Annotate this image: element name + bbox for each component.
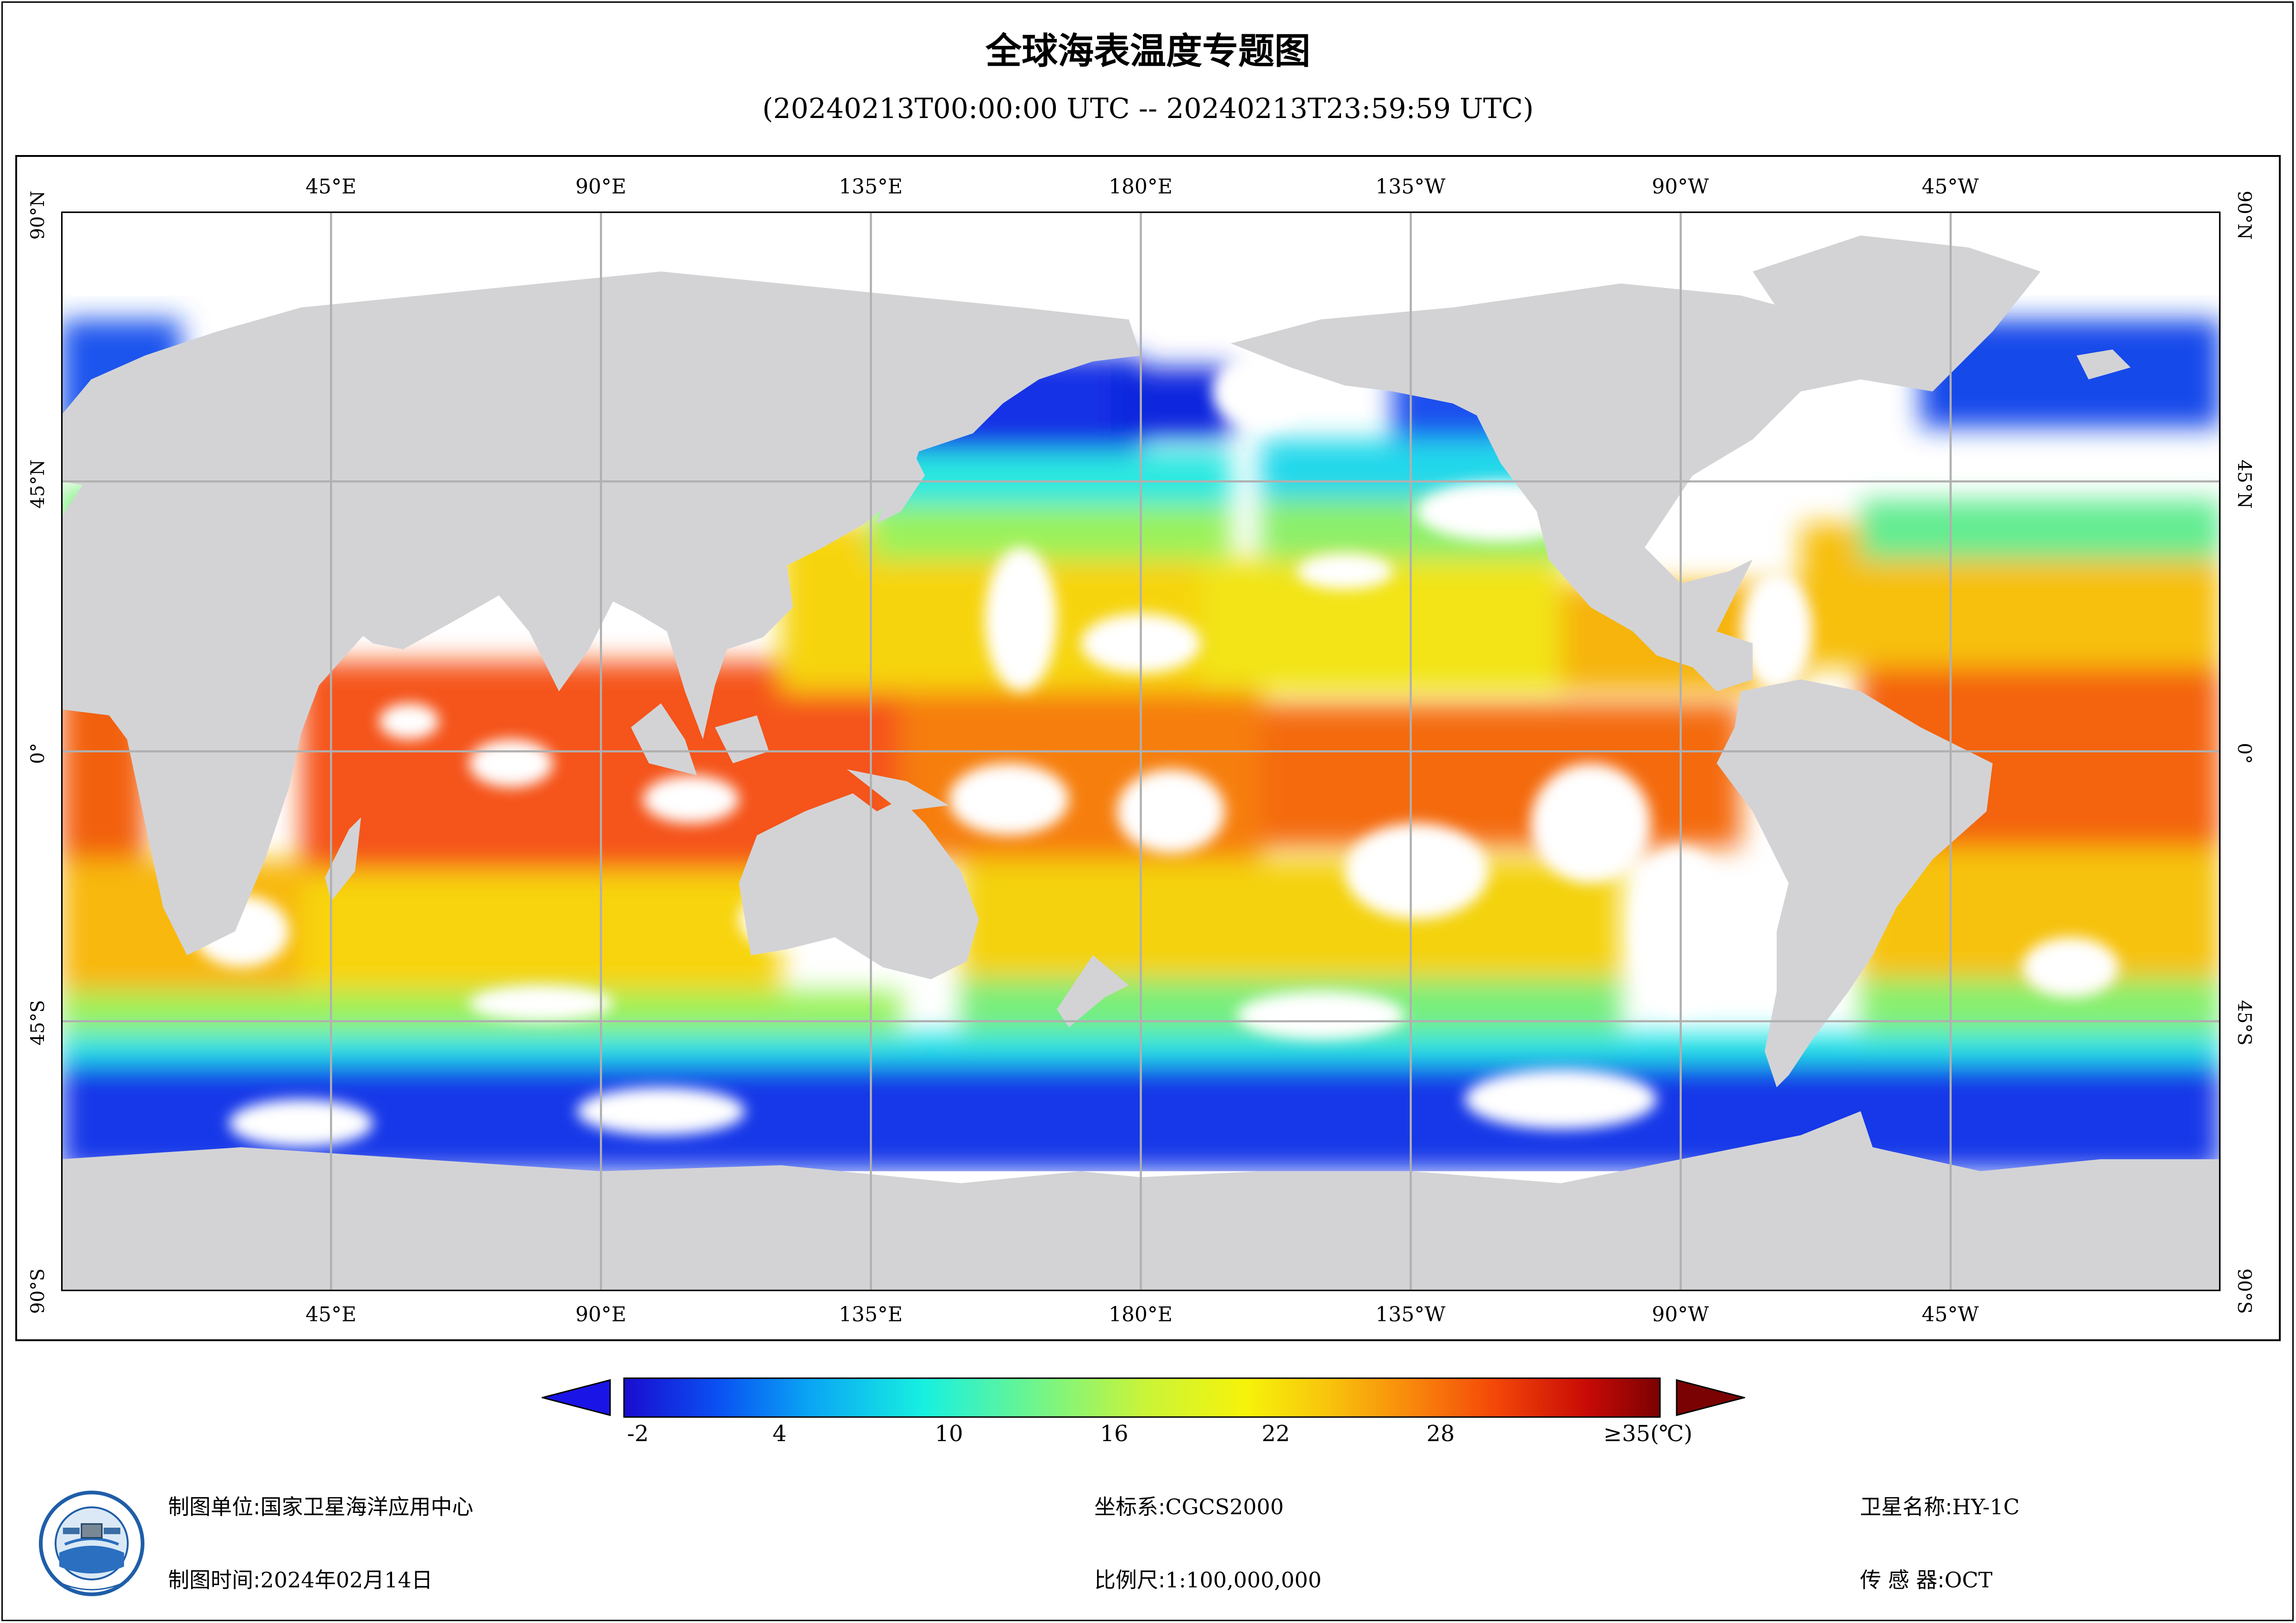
lat-label-right-45n: 45°N xyxy=(2234,460,2255,509)
lon-label-top-90e: 90°E xyxy=(575,175,627,199)
coordinate-system-label: 坐标系: xyxy=(1094,1494,1166,1519)
lon-label-bottom-90w: 90°W xyxy=(1652,1303,1709,1326)
sst-colorbar xyxy=(540,1374,1747,1421)
lat-label-right-90s: 90°S xyxy=(2234,1268,2255,1314)
colorbar-max-arrow xyxy=(1676,1379,1747,1416)
colorbar-tick-28: 28 xyxy=(1426,1421,1455,1447)
lon-label-bottom-90e: 90°E xyxy=(575,1303,627,1326)
lat-label-left-0: 0° xyxy=(27,743,49,764)
map-title: 全球海表温度专题图 xyxy=(985,31,1310,72)
lon-label-top-135w: 135°W xyxy=(1375,175,1446,199)
time-range-subtitle: (20240213T00:00:00 UTC -- 20240213T23:59… xyxy=(762,93,1534,125)
map-unit-value: 国家卫星海洋应用中心 xyxy=(260,1494,474,1519)
colorbar-tick-35: ≥35(℃) xyxy=(1603,1421,1693,1447)
colorbar-graphic xyxy=(540,1377,1747,1418)
lat-label-right-0: 0° xyxy=(2234,743,2255,764)
map-scale-label: 比例尺: xyxy=(1094,1567,1166,1592)
colorbar-gradient xyxy=(623,1377,1661,1418)
satellite-name: 卫星名称:HY-1C xyxy=(1860,1490,2020,1521)
lon-label-bottom-135e: 135°E xyxy=(838,1303,903,1326)
lon-label-top-180e: 180°E xyxy=(1108,175,1173,199)
graticule xyxy=(61,211,2221,1291)
map-time-value: 2024年02月14日 xyxy=(260,1567,433,1592)
map-unit-label: 制图单位: xyxy=(168,1494,261,1519)
lat-label-right-90n: 90°N xyxy=(2234,191,2255,240)
colorbar-tick-neg2: -2 xyxy=(627,1421,649,1447)
cloud-gaps xyxy=(193,355,2119,1147)
lon-label-bottom-45w: 45°W xyxy=(1922,1303,1979,1326)
lon-label-top-135e: 135°E xyxy=(838,175,903,199)
colorbar-tick-22: 22 xyxy=(1261,1421,1290,1447)
lon-label-top-90w: 90°W xyxy=(1652,175,1709,199)
sensor: 传 感 器:OCT xyxy=(1860,1563,1992,1594)
map-time: 制图时间:2024年02月14日 xyxy=(168,1563,433,1594)
coordinate-system-value: CGCS2000 xyxy=(1165,1494,1284,1519)
colorbar-min-arrow xyxy=(540,1379,611,1416)
satellite-name-value: HY-1C xyxy=(1952,1494,2020,1519)
lat-label-left-45s: 45°S xyxy=(27,1000,49,1046)
map-unit: 制图单位:国家卫星海洋应用中心 xyxy=(168,1490,474,1521)
lon-label-top-45w: 45°W xyxy=(1922,175,1979,199)
lon-label-bottom-135w: 135°W xyxy=(1375,1303,1446,1326)
satellite-name-label: 卫星名称: xyxy=(1860,1494,1953,1519)
nsoas-logo xyxy=(39,1491,144,1596)
sst-map[interactable] xyxy=(61,211,2221,1291)
sensor-value: OCT xyxy=(1944,1567,1993,1592)
colorbar-tick-4: 4 xyxy=(772,1421,787,1447)
lon-label-bottom-180e: 180°E xyxy=(1108,1303,1173,1326)
coordinate-system: 坐标系:CGCS2000 xyxy=(1094,1490,1284,1521)
colorbar-tick-10: 10 xyxy=(935,1421,963,1447)
map-time-label: 制图时间: xyxy=(168,1567,261,1592)
lat-label-left-90n: 90°N xyxy=(27,191,49,240)
lat-label-right-45s: 45°S xyxy=(2234,1000,2255,1046)
colorbar-tick-16: 16 xyxy=(1100,1421,1129,1447)
lon-label-top-45e: 45°E xyxy=(305,175,357,199)
map-scale-value: 1:100,000,000 xyxy=(1165,1567,1322,1592)
lon-label-bottom-45e: 45°E xyxy=(305,1303,357,1326)
sensor-label: 传 感 器: xyxy=(1860,1567,1945,1592)
lat-label-left-45n: 45°N xyxy=(27,460,49,509)
lat-label-left-90s: 90°S xyxy=(27,1268,49,1314)
map-scale: 比例尺:1:100,000,000 xyxy=(1094,1563,1322,1594)
